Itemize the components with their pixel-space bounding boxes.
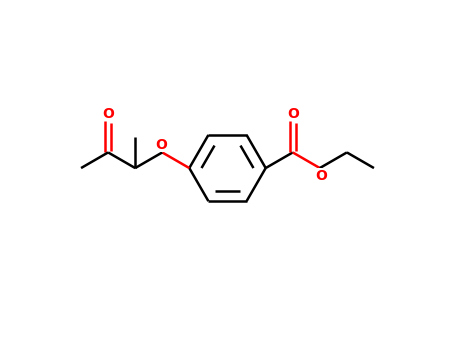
Text: O: O <box>102 106 114 120</box>
Text: O: O <box>287 106 298 120</box>
Text: O: O <box>155 138 167 152</box>
Text: O: O <box>315 169 327 183</box>
